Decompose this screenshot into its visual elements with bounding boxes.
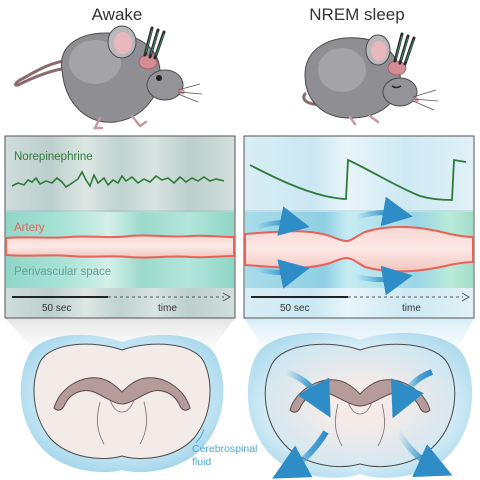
norepinephrine-trace-sleep [249,158,467,201]
time-axis-awake [12,292,232,302]
csf-label-line2: fluid [192,456,211,468]
norepinephrine-trace-awake [11,170,225,189]
time-axis-sleep [251,292,471,302]
norepinephrine-label-awake: Norepinephrine [14,151,93,163]
time-label-awake: time [158,303,177,314]
brain-section-sleep-icon [247,332,473,478]
artery-label-awake: Artery [14,222,45,234]
csf-flow-arrow-icon [272,369,453,479]
time-label-sleep: time [402,303,421,314]
panel-sleep [243,135,475,319]
brain-section-icon [20,334,224,473]
artery-awake [5,234,235,259]
csf-label-line1: Cerebrospinal [192,443,257,455]
perivascular-label-awake: Perivascular space [14,266,111,278]
csf-label-pointer [195,428,205,444]
funnel-awake [5,318,235,345]
mouse-awake-icon [14,25,203,130]
csf-flow-arrows-panel [255,196,413,296]
time-scale-awake: 50 sec [42,303,71,314]
time-scale-sleep: 50 sec [280,303,309,314]
mouse-sleeping-icon [302,32,439,126]
title-awake: Awake [92,5,143,24]
title-nrem-sleep: NREM sleep [309,5,404,24]
